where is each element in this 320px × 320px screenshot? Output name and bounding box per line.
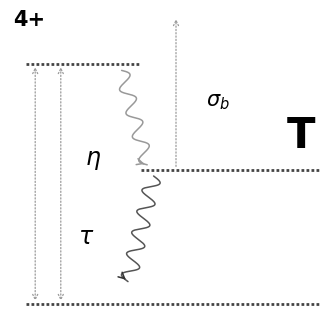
Text: T: T <box>286 115 315 157</box>
Text: $\sigma_b$: $\sigma_b$ <box>206 92 229 112</box>
Text: 4+: 4+ <box>13 10 45 30</box>
Text: $\tau$: $\tau$ <box>78 225 95 249</box>
Text: $\eta$: $\eta$ <box>85 148 101 172</box>
